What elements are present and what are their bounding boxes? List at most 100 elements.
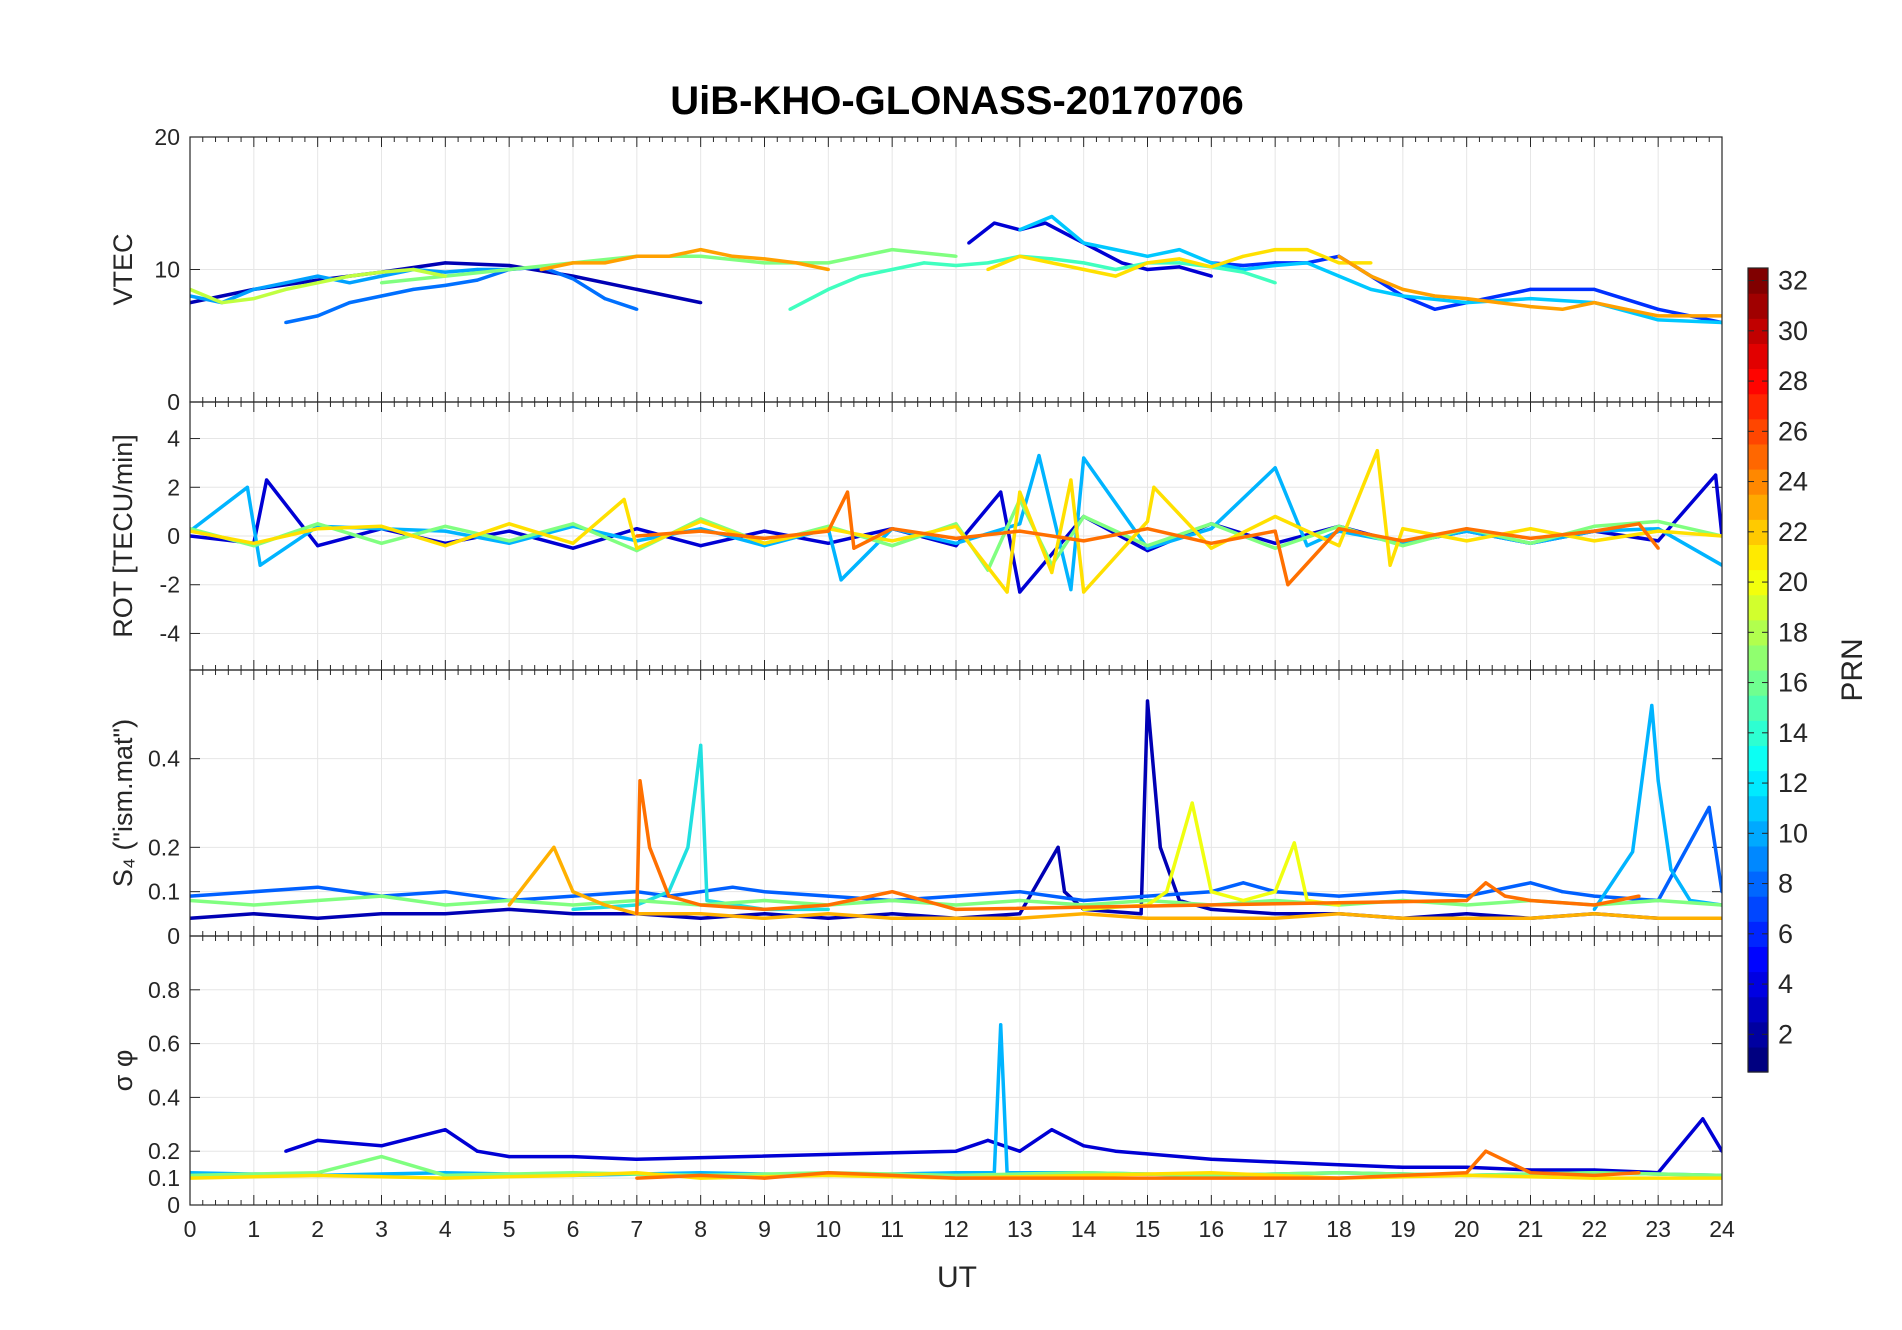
data-point	[571, 277, 575, 281]
data-point	[1560, 307, 1564, 311]
colorbar-segment	[1748, 393, 1768, 420]
colorbar-segment	[1748, 845, 1768, 872]
data-point	[1050, 261, 1054, 265]
data-point	[1465, 1171, 1469, 1175]
data-point	[379, 894, 384, 898]
data-point	[1292, 841, 1296, 845]
data-point	[954, 894, 958, 898]
data-point	[1503, 894, 1507, 898]
data-point	[443, 283, 447, 287]
data-point	[1337, 544, 1341, 548]
data-point	[1241, 254, 1245, 258]
data-point	[379, 1155, 384, 1159]
data-point	[1592, 524, 1596, 528]
data-point	[1592, 301, 1596, 305]
data-point	[1114, 274, 1118, 278]
series-line-prn-3	[285, 1117, 1722, 1175]
data-point	[1484, 881, 1488, 885]
data-point	[443, 890, 447, 894]
data-point	[1056, 845, 1060, 849]
data-point	[1305, 898, 1309, 903]
colorbar-tick-label: 16	[1778, 668, 1808, 698]
data-point	[762, 890, 767, 894]
data-point	[571, 894, 575, 898]
colorbar-tick-label: 24	[1778, 467, 1808, 497]
data-point	[954, 536, 958, 541]
data-point	[1465, 527, 1469, 531]
data-point	[1273, 263, 1277, 268]
data-point	[826, 1173, 830, 1177]
data-point	[1273, 916, 1277, 920]
data-point	[731, 885, 735, 889]
data-point	[1592, 1168, 1596, 1172]
data-point	[443, 544, 447, 548]
data-point	[667, 894, 671, 898]
data-point	[852, 546, 856, 550]
colorbar-tick-label: 20	[1778, 567, 1808, 597]
data-point	[699, 248, 703, 252]
x-tick-label: 5	[503, 1216, 516, 1242]
colorbar-frame	[1747, 267, 1769, 1073]
colorbar-segment	[1748, 443, 1768, 470]
data-point	[507, 529, 511, 533]
data-point	[1669, 867, 1673, 872]
data-point	[443, 270, 447, 274]
data-point	[1592, 1176, 1596, 1180]
data-point	[1069, 234, 1073, 238]
series-group	[190, 214, 1722, 325]
data-point	[1433, 294, 1437, 298]
colorbar-segment	[1748, 368, 1768, 395]
data-point	[699, 1173, 703, 1177]
data-point	[1656, 546, 1660, 550]
colorbar-segment	[1748, 1046, 1768, 1073]
data-point	[316, 281, 320, 285]
data-point	[890, 890, 894, 894]
y-tick-label: 0.4	[148, 746, 180, 772]
x-tick-label: 8	[694, 1216, 707, 1242]
series-group	[190, 448, 1722, 594]
data-point	[348, 301, 352, 305]
data-point	[699, 903, 703, 907]
data-point	[1337, 1163, 1341, 1167]
data-point	[507, 267, 511, 272]
data-point	[348, 281, 352, 285]
data-point	[890, 527, 894, 531]
data-point	[1145, 898, 1150, 903]
data-point	[1018, 254, 1022, 258]
data-point	[258, 563, 262, 567]
data-point	[284, 320, 288, 325]
x-tick-label: 22	[1582, 1216, 1608, 1242]
x-tick-label: 15	[1135, 1216, 1161, 1242]
data-point	[1190, 801, 1194, 805]
data-point	[1337, 894, 1341, 898]
data-point	[1018, 590, 1022, 594]
data-point	[1177, 257, 1181, 261]
data-point	[1082, 514, 1086, 519]
data-point	[552, 845, 556, 849]
data-point	[686, 845, 690, 849]
data-point	[635, 546, 639, 550]
chart-title: UiB-KHO-GLONASS-20170706	[670, 79, 1244, 123]
data-point	[954, 522, 958, 526]
colorbar-segment	[1748, 896, 1768, 922]
data-point	[1082, 261, 1086, 265]
y-tick-label: 2	[167, 474, 180, 500]
colorbar-tick-label: 8	[1778, 869, 1793, 899]
data-point	[316, 522, 320, 526]
data-point	[699, 254, 703, 258]
data-point	[826, 912, 830, 916]
data-point	[762, 536, 767, 541]
data-point	[284, 287, 288, 291]
data-point	[603, 261, 607, 265]
data-point	[1082, 1171, 1086, 1175]
data-point	[954, 1149, 958, 1153]
data-point	[1273, 1160, 1277, 1164]
data-point	[992, 221, 996, 225]
data-point	[1209, 274, 1213, 278]
data-point	[1082, 267, 1086, 272]
data-point	[443, 912, 447, 916]
data-point	[1273, 546, 1277, 550]
data-point	[475, 267, 479, 272]
